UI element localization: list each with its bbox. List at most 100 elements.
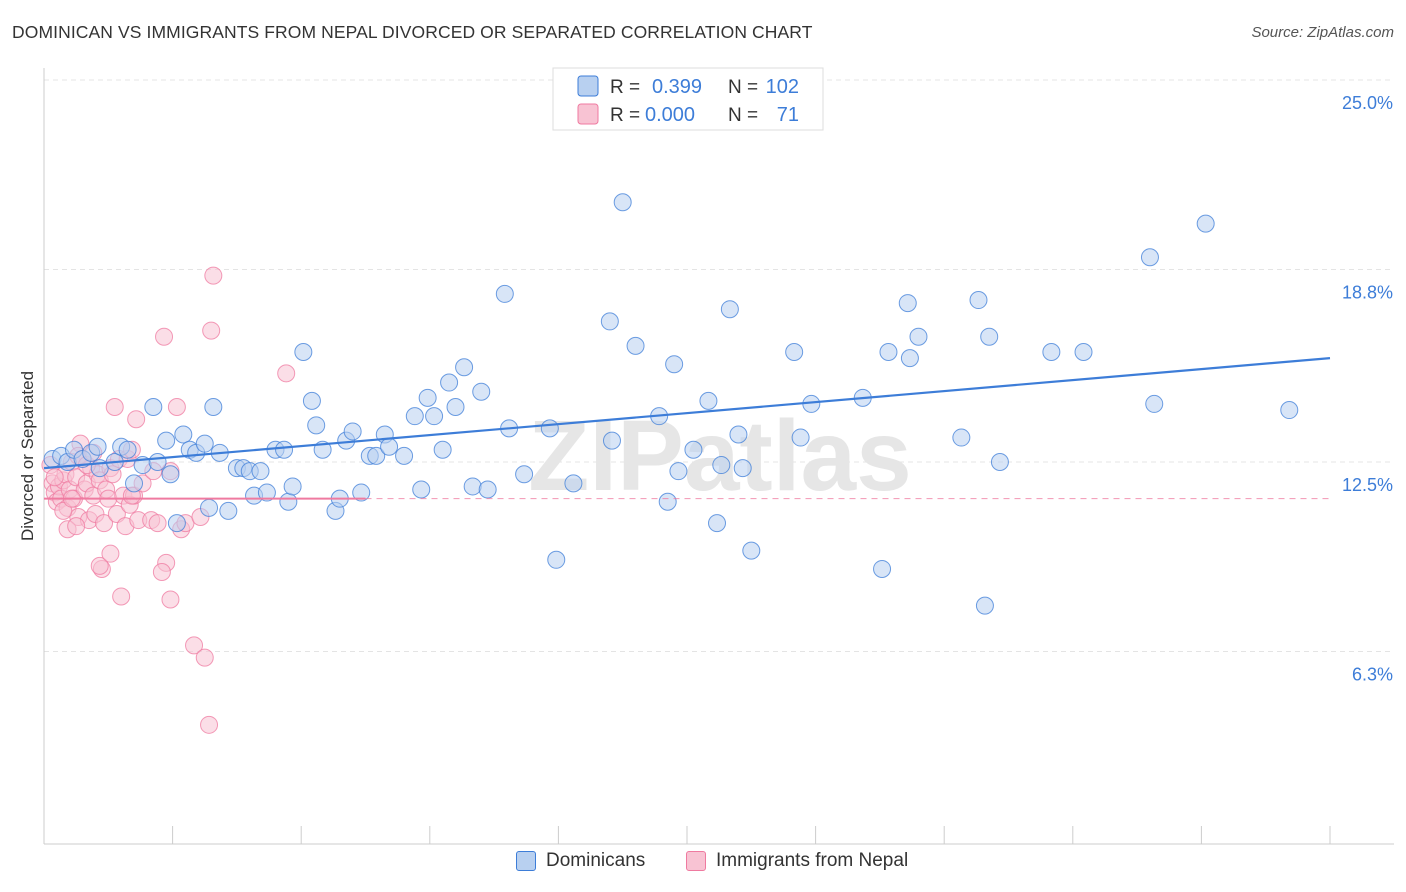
data-point-dominican [294, 342, 313, 361]
data-point-dominican [952, 428, 971, 447]
data-point-dominican [515, 465, 534, 484]
data-point-dominican [909, 327, 928, 346]
legend-swatch-nepal [686, 851, 706, 871]
data-point-dominican [540, 419, 559, 438]
data-point-dominican [980, 327, 999, 346]
data-point-dominican [873, 559, 892, 578]
data-point-dominican [283, 477, 302, 496]
data-point-dominican [684, 440, 703, 459]
data-point-dominican [440, 373, 459, 392]
data-point-nepal [54, 501, 73, 520]
data-point-dominican [118, 440, 137, 459]
legend-top: R = 0.399 N = 102 R = 0.000 N = 71 [552, 67, 824, 131]
data-point-dominican [167, 514, 186, 533]
legend-swatch-pink [577, 103, 599, 125]
data-point-dominican [204, 397, 223, 416]
chart-title: DOMINICAN VS IMMIGRANTS FROM NEPAL DIVOR… [12, 22, 813, 42]
data-point-dominican [433, 440, 452, 459]
legend-n-label: N = [728, 77, 758, 98]
data-point-nepal [148, 514, 167, 533]
data-point-dominican [144, 397, 163, 416]
legend-label-nepal: Immigrants from Nepal [716, 850, 909, 871]
data-point-dominican [352, 483, 371, 502]
data-point-dominican [1145, 394, 1164, 413]
data-point-dominican [975, 596, 994, 615]
data-point-nepal [101, 544, 120, 563]
legend-r-value: 0.000 [645, 104, 695, 126]
data-point-dominican [418, 388, 437, 407]
data-point-dominican [174, 425, 193, 444]
data-point-dominican [626, 336, 645, 355]
data-point-dominican [302, 391, 321, 410]
data-point-dominican [1042, 342, 1061, 361]
data-point-nepal [155, 327, 174, 346]
data-point-nepal [45, 468, 64, 487]
data-point-dominican [969, 291, 988, 310]
data-point-dominican [564, 474, 583, 493]
data-point-dominican [699, 391, 718, 410]
data-point-nepal [161, 590, 180, 609]
data-point-dominican [157, 431, 176, 450]
data-point-dominican [785, 342, 804, 361]
data-point-dominican [405, 407, 424, 426]
data-point-nepal [195, 648, 214, 667]
data-point-dominican [195, 434, 214, 453]
data-point-dominican [161, 465, 180, 484]
axis-layer [43, 68, 1394, 845]
data-point-dominican [88, 437, 107, 456]
data-point-dominican [600, 312, 619, 331]
data-point-dominican [343, 422, 362, 441]
data-point-dominican [395, 446, 414, 465]
tick-label-layer: 6.3%12.5%18.8%25.0%0.0%60.0% [1342, 93, 1393, 684]
data-point-dominican [613, 193, 632, 212]
data-point-dominican [720, 300, 739, 319]
data-point-dominican [125, 474, 144, 493]
data-point-nepal [202, 321, 221, 340]
trend-line-dominicans [43, 357, 1331, 470]
data-point-nepal [152, 563, 171, 582]
y-tick-label: 18.8% [1342, 282, 1393, 302]
y-tick-label: 12.5% [1342, 475, 1393, 495]
data-point-dominican [879, 342, 898, 361]
series-dominicans [43, 193, 1299, 615]
data-point-nepal [107, 504, 126, 523]
data-point-nepal [67, 517, 86, 536]
data-point-dominican [380, 437, 399, 456]
legend-r-value: 0.399 [652, 76, 702, 98]
data-point-dominican [455, 358, 474, 377]
data-point-dominican [257, 483, 276, 502]
legend-n-value: 102 [766, 76, 799, 98]
data-point-dominican [665, 355, 684, 374]
legend-swatch-blue [577, 75, 599, 97]
data-point-nepal [185, 636, 204, 655]
data-point-nepal [127, 410, 146, 429]
data-point-dominican [729, 425, 748, 444]
data-point-dominican [275, 440, 294, 459]
data-point-nepal [277, 364, 296, 383]
chart-source: Source: ZipAtlas.com [1251, 24, 1394, 41]
data-point-nepal [105, 397, 124, 416]
data-point-nepal [112, 587, 131, 606]
legend-item-nepal[interactable]: Immigrants from Nepal [686, 850, 908, 872]
data-point-dominican [1280, 401, 1299, 420]
data-point-dominican [602, 431, 621, 450]
legend-bottom: Dominicans Immigrants from Nepal [0, 850, 1406, 880]
data-point-dominican [495, 284, 514, 303]
legend-label-dominicans: Dominicans [546, 850, 646, 871]
data-point-dominican [307, 416, 326, 435]
data-point-dominican [219, 501, 238, 520]
data-point-dominican [472, 382, 491, 401]
data-point-dominican [791, 428, 810, 447]
data-point-dominican [708, 514, 727, 533]
data-point-dominican [1196, 214, 1215, 233]
data-point-dominican [463, 477, 482, 496]
data-point-nepal [167, 397, 186, 416]
data-point-dominican [898, 294, 917, 313]
data-point-dominican [658, 492, 677, 511]
data-point-dominican [1074, 342, 1093, 361]
legend-item-dominicans[interactable]: Dominicans [516, 850, 645, 872]
data-point-dominican [990, 453, 1009, 471]
legend-n-value: 71 [777, 104, 799, 126]
data-point-dominican [367, 446, 386, 465]
data-point-nepal [95, 514, 114, 533]
